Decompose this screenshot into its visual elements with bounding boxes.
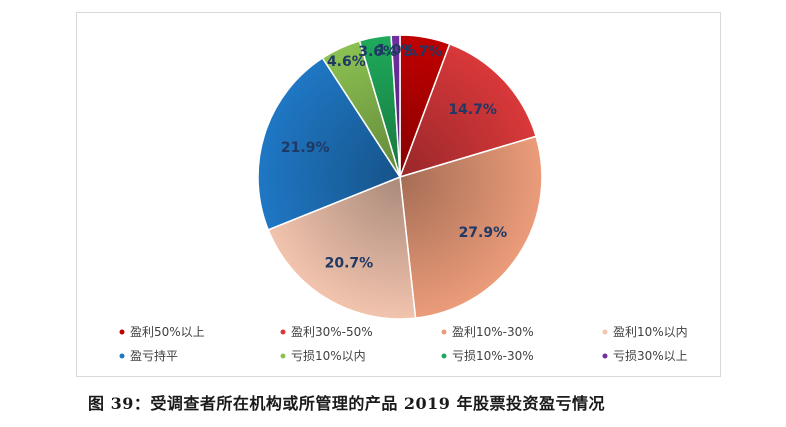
legend-label: 亏损10%以内: [291, 349, 366, 363]
slice-label: 14.7%: [448, 102, 497, 118]
legend-marker: [602, 329, 608, 335]
legend-marker: [119, 353, 125, 359]
legend-marker: [280, 353, 286, 359]
figure-caption: 图 39：受调查者所在机构或所管理的产品 2019 年股票投资盈亏情况: [88, 394, 606, 413]
pie-slice: [399, 135, 543, 319]
legend-marker: [280, 329, 286, 335]
pie-slice: [267, 175, 417, 320]
pie-slice: [390, 34, 401, 178]
legend-marker: [441, 329, 447, 335]
slice-label: 21.9%: [281, 140, 330, 156]
pie-slice: [257, 56, 402, 231]
legend-label: 盈利10%-30%: [452, 325, 534, 339]
slice-label: 3.6%: [358, 44, 397, 60]
legend-label: 盈利30%-50%: [291, 325, 373, 339]
slice-label: 27.9%: [459, 225, 508, 241]
legend-marker: [602, 353, 608, 359]
legend-label: 盈亏持平: [130, 348, 178, 363]
legend-label: 亏损30%以上: [613, 349, 688, 363]
legend-label: 盈利50%以上: [130, 325, 205, 339]
slice-label: 20.7%: [325, 255, 374, 271]
pie-labels: 5.7% 14.7% 27.9% 20.7% 21.9% 4.6%3.6%1.0%: [281, 42, 507, 271]
legend-label: 盈利10%以内: [613, 325, 688, 339]
slice-label: 4.6%: [327, 54, 366, 70]
slice-label: 1.0%: [377, 42, 416, 58]
pie-slices: [257, 34, 543, 320]
pie-slice: [398, 43, 537, 179]
legend-marker: [441, 353, 447, 359]
legend-label: 亏损10%-30%: [452, 349, 534, 363]
legend-marker: [119, 329, 125, 335]
slice-label: 5.7%: [403, 44, 442, 60]
